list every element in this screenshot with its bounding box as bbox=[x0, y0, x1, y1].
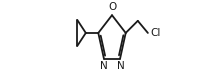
Text: N: N bbox=[116, 61, 124, 71]
Text: N: N bbox=[100, 61, 108, 71]
Text: Cl: Cl bbox=[150, 28, 161, 38]
Text: O: O bbox=[108, 2, 116, 12]
